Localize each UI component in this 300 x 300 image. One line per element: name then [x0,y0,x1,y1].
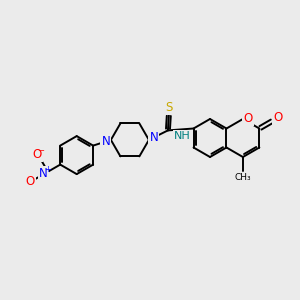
Text: +: + [44,165,51,174]
Text: O: O [32,148,42,161]
Text: N: N [149,131,158,144]
Text: O: O [273,111,283,124]
Text: CH₃: CH₃ [235,173,251,182]
Text: N: N [101,135,110,148]
Text: −: − [38,146,44,155]
Text: O: O [243,112,253,124]
Text: N: N [39,167,48,180]
Text: NH: NH [174,131,191,141]
Text: S: S [165,101,172,114]
Text: O: O [25,175,34,188]
